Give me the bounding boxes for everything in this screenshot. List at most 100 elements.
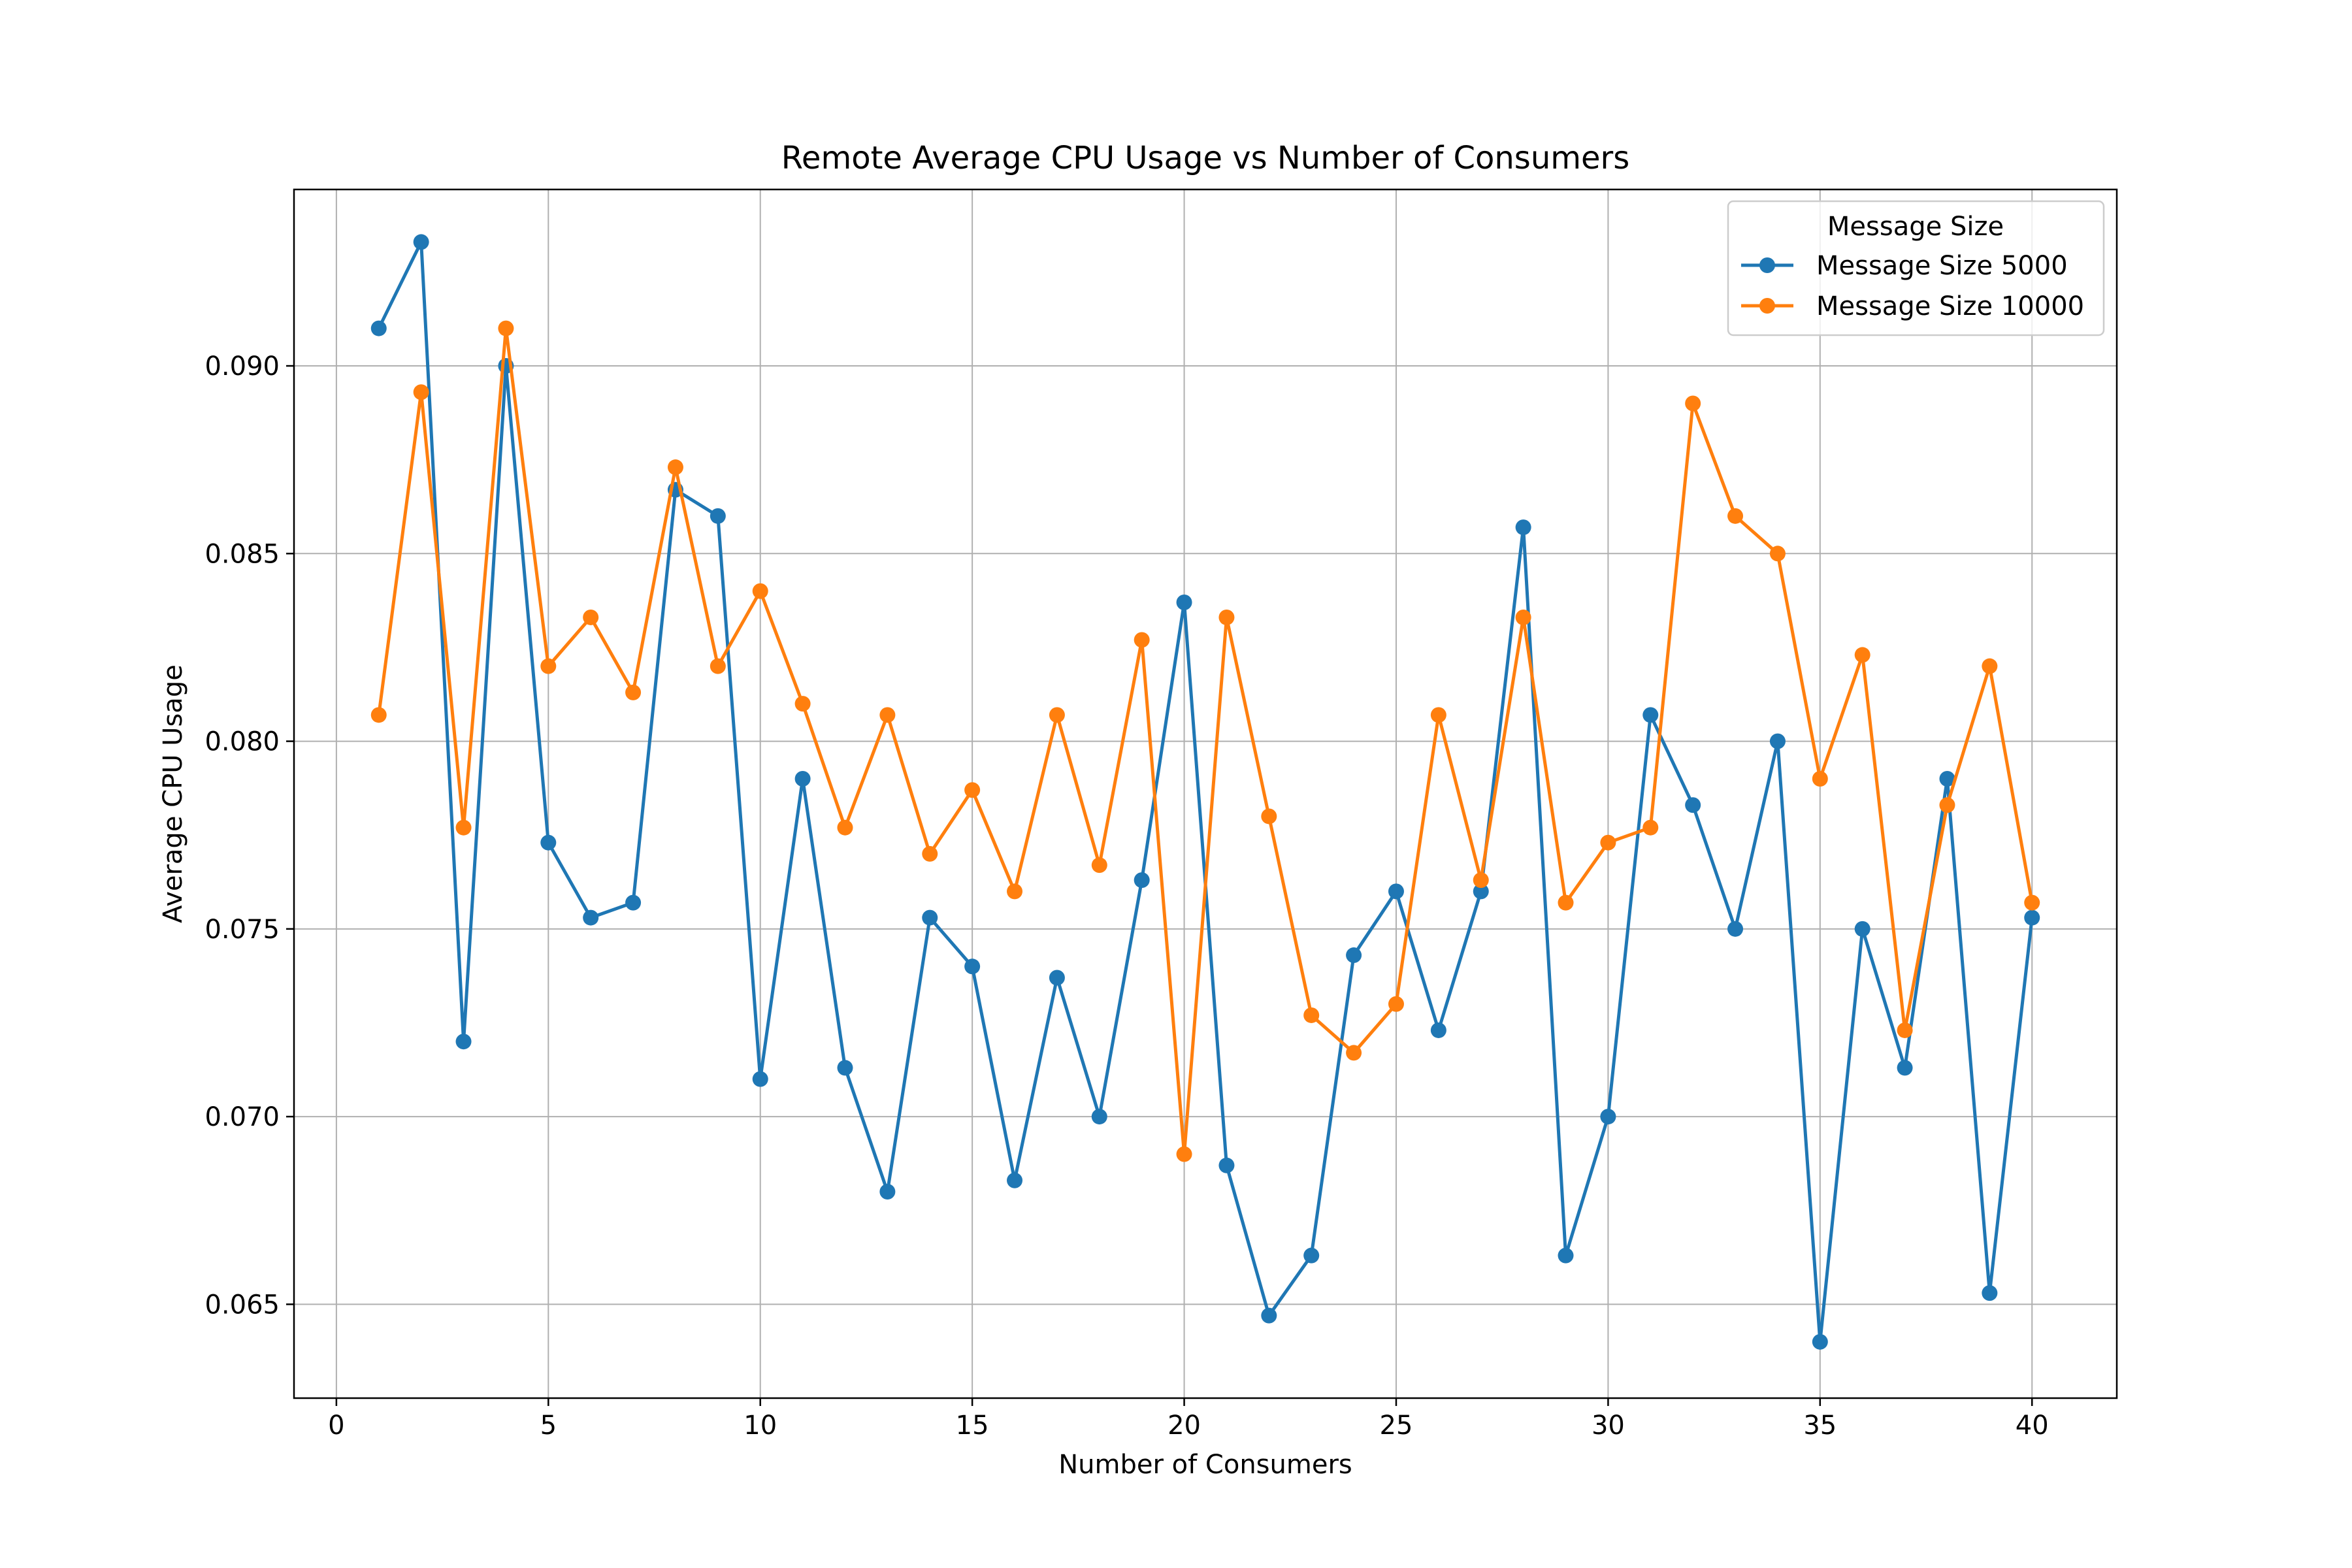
data-point	[710, 658, 726, 674]
data-point	[1642, 707, 1659, 723]
data-point	[1049, 707, 1065, 723]
x-tick-label: 25	[1380, 1411, 1413, 1441]
data-point	[1473, 883, 1489, 900]
series-10000	[370, 320, 2040, 1162]
x-axis-label: Number of Consumers	[1058, 1450, 1352, 1480]
series-layer	[370, 234, 2040, 1350]
data-point	[540, 834, 557, 851]
x-tick-label: 20	[1168, 1411, 1201, 1441]
y-axis-label: Average CPU Usage	[158, 664, 188, 923]
x-tick-label: 40	[2016, 1411, 2049, 1441]
data-point	[1558, 894, 1574, 911]
legend: Message Size Message Size 5000 Message S…	[1727, 200, 2105, 336]
data-point	[1939, 797, 1955, 813]
data-point	[1897, 1060, 1913, 1076]
data-point	[1727, 921, 1744, 937]
x-tick-label: 5	[540, 1411, 557, 1441]
data-point	[498, 320, 514, 336]
data-point	[1430, 1022, 1446, 1038]
data-point	[1558, 1247, 1574, 1264]
data-point	[879, 1184, 896, 1200]
data-point	[455, 1034, 472, 1050]
data-point	[413, 234, 429, 250]
data-point	[1049, 970, 1065, 986]
data-point	[794, 771, 811, 787]
data-point	[794, 696, 811, 712]
data-point	[1854, 647, 1870, 663]
data-point	[1515, 519, 1531, 536]
data-point	[964, 958, 981, 975]
y-tick-label: 0.075	[204, 915, 280, 945]
axis-ticks: 0 5 10 15 20 25 30 35 40 0.065 0.070 0.075 0.080 0.08…	[204, 351, 2048, 1441]
grid	[294, 189, 2117, 1398]
data-point	[1642, 819, 1659, 836]
data-point	[1176, 1146, 1192, 1162]
series-5000	[370, 234, 2040, 1350]
series-line	[377, 327, 2034, 1156]
data-point	[1600, 834, 1616, 851]
data-point	[625, 684, 642, 700]
data-point	[1769, 546, 1786, 562]
data-point	[1769, 733, 1786, 749]
data-point	[1261, 1307, 1277, 1324]
data-point	[1939, 771, 1955, 787]
y-tick-label: 0.080	[204, 727, 280, 757]
data-point	[455, 819, 472, 836]
data-point	[922, 845, 938, 862]
legend-label-5000: Message Size 5000	[1816, 251, 2068, 281]
data-point	[1007, 883, 1023, 900]
data-point	[1176, 594, 1192, 610]
data-point	[879, 707, 896, 723]
data-point	[1388, 883, 1404, 900]
data-point	[1430, 707, 1446, 723]
data-point	[1515, 609, 1531, 625]
legend-marker-5000	[1759, 257, 1775, 273]
legend-title: Message Size	[1827, 212, 2004, 242]
data-point	[1600, 1109, 1616, 1125]
data-point	[625, 894, 642, 911]
data-point	[752, 1071, 768, 1087]
data-point	[1091, 857, 1107, 874]
data-point	[837, 1060, 853, 1076]
legend-marker-10000	[1759, 298, 1775, 314]
data-point	[583, 909, 599, 926]
data-point	[1134, 872, 1150, 889]
x-tick-label: 10	[743, 1411, 777, 1441]
data-point	[2024, 894, 2040, 911]
data-point	[1982, 658, 1998, 674]
data-point	[413, 384, 429, 400]
data-point	[1812, 771, 1828, 787]
data-point	[752, 583, 768, 599]
data-point	[964, 782, 981, 798]
y-tick-label: 0.065	[204, 1290, 280, 1320]
legend-label-10000: Message Size 10000	[1816, 291, 2084, 321]
x-tick-label: 0	[328, 1411, 344, 1441]
data-point	[667, 459, 683, 476]
data-point	[922, 909, 938, 926]
data-point	[1303, 1007, 1320, 1023]
data-point	[1812, 1333, 1828, 1350]
data-point	[1388, 996, 1404, 1012]
data-point	[583, 609, 599, 625]
data-point	[370, 707, 387, 723]
data-point	[540, 658, 557, 674]
data-point	[1854, 921, 1870, 937]
data-point	[1134, 632, 1150, 648]
y-tick-label: 0.085	[204, 539, 280, 569]
data-point	[1685, 395, 1701, 412]
data-point	[1261, 808, 1277, 825]
x-tick-label: 35	[1803, 1411, 1837, 1441]
data-point	[1685, 797, 1701, 813]
data-point	[1727, 508, 1744, 524]
x-tick-label: 15	[956, 1411, 989, 1441]
data-point	[1346, 947, 1362, 964]
data-point	[1897, 1022, 1913, 1038]
data-point	[2024, 909, 2040, 926]
data-point	[1007, 1172, 1023, 1188]
chart-title: Remote Average CPU Usage vs Number of Co…	[781, 140, 1630, 176]
data-point	[1218, 1157, 1235, 1173]
data-point	[1303, 1247, 1320, 1264]
x-tick-label: 30	[1592, 1411, 1625, 1441]
legend-box	[1727, 200, 2105, 336]
